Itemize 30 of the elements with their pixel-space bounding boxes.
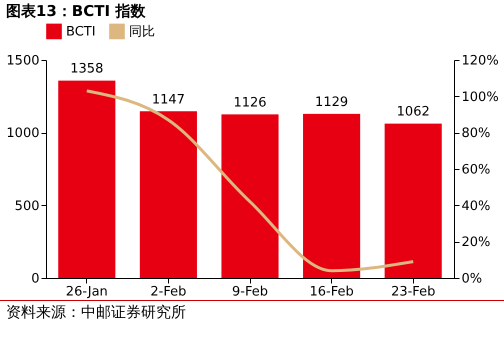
bar bbox=[58, 80, 116, 278]
x-tick-label: 23-Feb bbox=[391, 284, 436, 300]
x-tick-label: 9-Feb bbox=[232, 284, 268, 300]
y2-tick-label: 80% bbox=[462, 126, 490, 142]
x-tick-label: 16-Feb bbox=[309, 284, 354, 300]
text: 资料来源：中邮证券研究所 bbox=[0, 300, 504, 324]
chart-title: 图表13：BCTI 指数 bbox=[6, 2, 146, 20]
y-tick-label: 500 bbox=[14, 198, 40, 214]
data-label: 1126 bbox=[233, 95, 267, 110]
data-label: 1062 bbox=[396, 104, 430, 120]
x-tick-label: 26-Jan bbox=[66, 284, 108, 300]
y2-tick-label: 120% bbox=[462, 54, 499, 68]
data-label: 1358 bbox=[70, 62, 104, 77]
y2-tick-label: 60% bbox=[462, 162, 490, 178]
legend-label: 同比 bbox=[129, 24, 155, 40]
bar bbox=[140, 111, 197, 278]
bar bbox=[384, 124, 442, 278]
x-tick-label: 2-Feb bbox=[150, 284, 186, 300]
y-tick-label: 1000 bbox=[6, 126, 40, 142]
bar bbox=[221, 114, 279, 278]
y-tick-label: 0 bbox=[31, 272, 40, 286]
data-label: 1147 bbox=[152, 92, 185, 108]
bar bbox=[303, 114, 360, 278]
y2-tick-label: 20% bbox=[462, 235, 490, 250]
y-tick-label: 1500 bbox=[6, 54, 40, 68]
y2-tick-label: 100% bbox=[462, 90, 499, 105]
legend-label: BCTI bbox=[66, 24, 96, 40]
data-label: 1129 bbox=[315, 94, 348, 110]
y2-tick-label: 0% bbox=[462, 272, 482, 286]
y2-tick-label: 40% bbox=[462, 198, 490, 214]
